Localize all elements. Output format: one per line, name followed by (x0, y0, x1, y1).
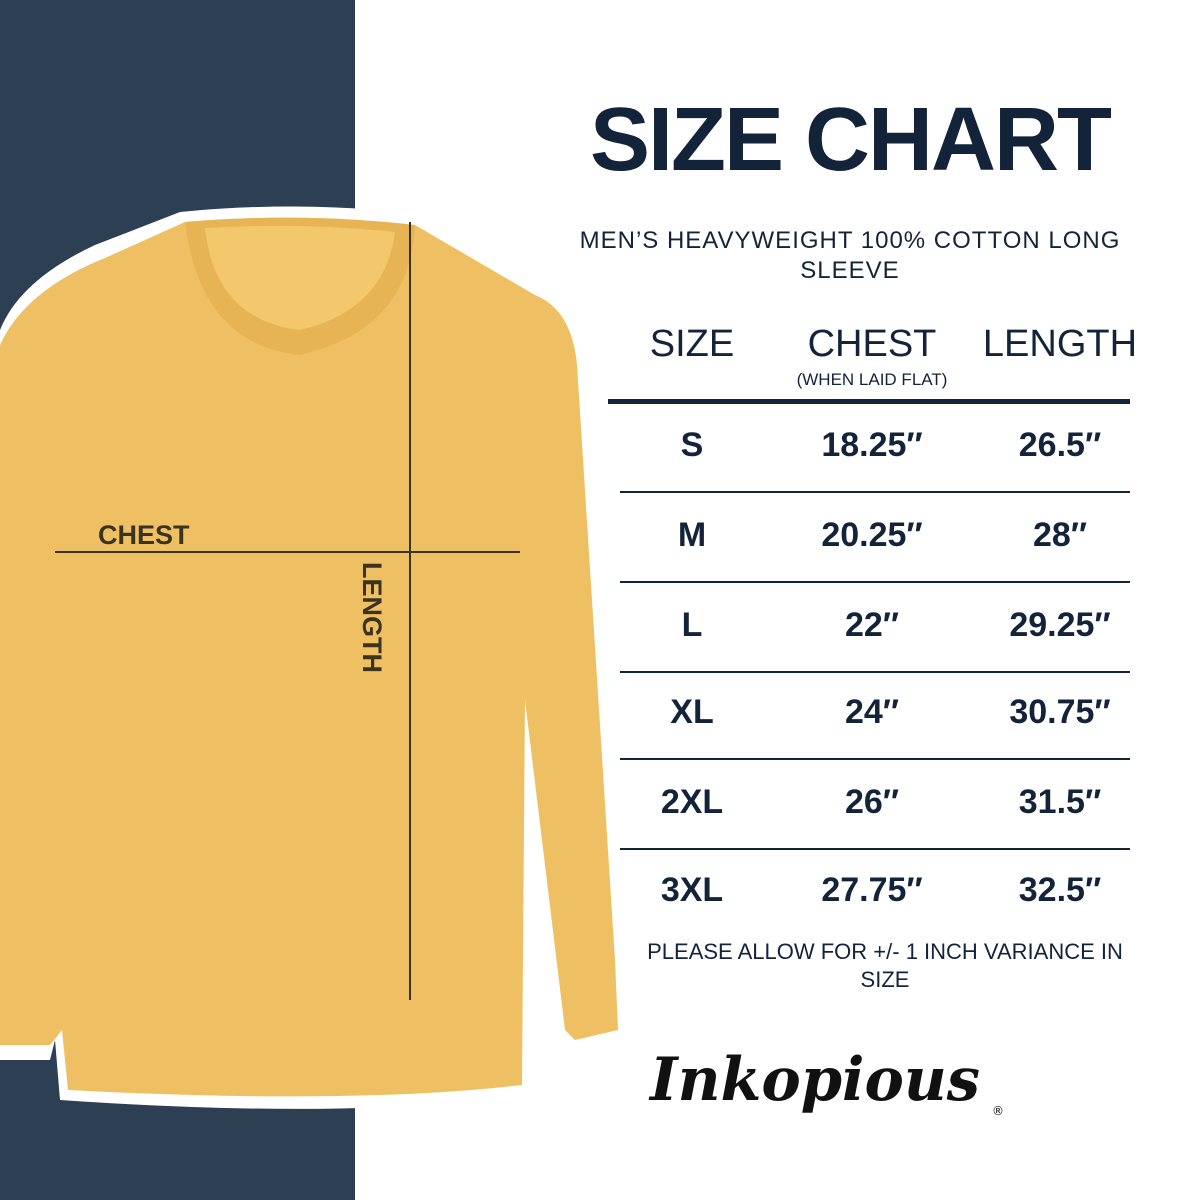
length-cell: 32.5″ (1018, 871, 1102, 909)
size-cell: 3XL (660, 871, 724, 909)
length-cell: 29.25″ (1009, 606, 1111, 644)
size-cell: M (677, 516, 707, 554)
variance-note: PLEASE ALLOW FOR +/- 1 INCH VARIANCE IN … (647, 939, 1123, 992)
row-divider (620, 491, 1130, 493)
header-length: LENGTH (982, 323, 1138, 365)
chest-cell: 20.25″ (821, 516, 923, 554)
row-divider (620, 848, 1130, 850)
size-cell: 2XL (660, 783, 724, 821)
inkopious-logo: Inkopious ® (648, 1045, 1004, 1118)
page-title: SIZE CHART (590, 90, 1112, 190)
chest-label: CHEST (98, 520, 190, 550)
row-divider (620, 581, 1130, 583)
length-cell: 28″ (1032, 516, 1088, 554)
length-cell: 26.5″ (1018, 426, 1102, 464)
chest-cell: 26″ (844, 783, 900, 821)
chest-cell: 27.75″ (821, 871, 923, 909)
chest-cell: 18.25″ (821, 426, 923, 464)
row-divider (620, 758, 1130, 760)
size-cell: L (681, 606, 703, 644)
shirt-illustration (0, 217, 618, 1097)
logo-text: Inkopious (648, 1045, 980, 1115)
header-chest: CHEST (807, 323, 937, 365)
header-chest-sub: (WHEN LAID FLAT) (796, 370, 948, 389)
chest-cell: 22″ (844, 606, 900, 644)
chest-cell: 24″ (844, 693, 900, 731)
subtitle: MEN’S HEAVYWEIGHT 100% COTTON LONG SLEEV… (579, 227, 1121, 284)
length-cell: 31.5″ (1018, 783, 1102, 821)
length-cell: 30.75″ (1009, 693, 1111, 731)
size-cell: S (680, 426, 704, 464)
header-divider (608, 399, 1130, 404)
size-cell: XL (670, 693, 714, 731)
length-label: LENGTH (357, 562, 387, 673)
registered-mark: ® (992, 1104, 1004, 1118)
header-size: SIZE (649, 323, 735, 365)
row-divider (620, 671, 1130, 673)
